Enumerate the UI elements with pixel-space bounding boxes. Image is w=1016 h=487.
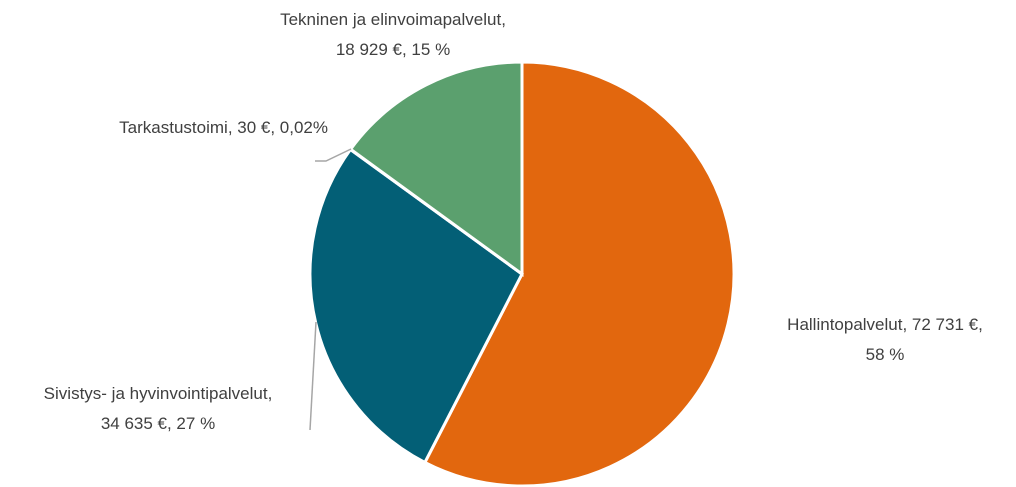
pie-slice — [348, 60, 524, 277]
data-label-line: 18 929 €, 15 % — [336, 40, 450, 59]
leader-line — [309, 321, 317, 431]
data-label: Tarkastustoimi, 30 €, 0,02% — [119, 118, 328, 137]
data-label: Hallintopalvelut, 72 731 €, 58 % — [787, 315, 983, 364]
pie-slice — [422, 60, 736, 487]
data-label-line: Hallintopalvelut, 72 731 €, — [787, 315, 983, 334]
data-label-line: Sivistys- ja hyvinvointipalvelut, — [44, 384, 273, 403]
data-label: Tekninen ja elinvoimapalvelut, 18 929 €, … — [280, 10, 506, 59]
data-label-line: Tekninen ja elinvoimapalvelut, — [280, 10, 506, 29]
data-label-line: Tarkastustoimi, 30 €, 0,02% — [119, 118, 328, 137]
data-label: Sivistys- ja hyvinvointipalvelut, 34 635 … — [44, 384, 273, 433]
leader-line — [315, 148, 352, 162]
data-label-line: 34 635 €, 27 % — [101, 414, 215, 433]
data-label-line: 58 % — [866, 345, 905, 364]
